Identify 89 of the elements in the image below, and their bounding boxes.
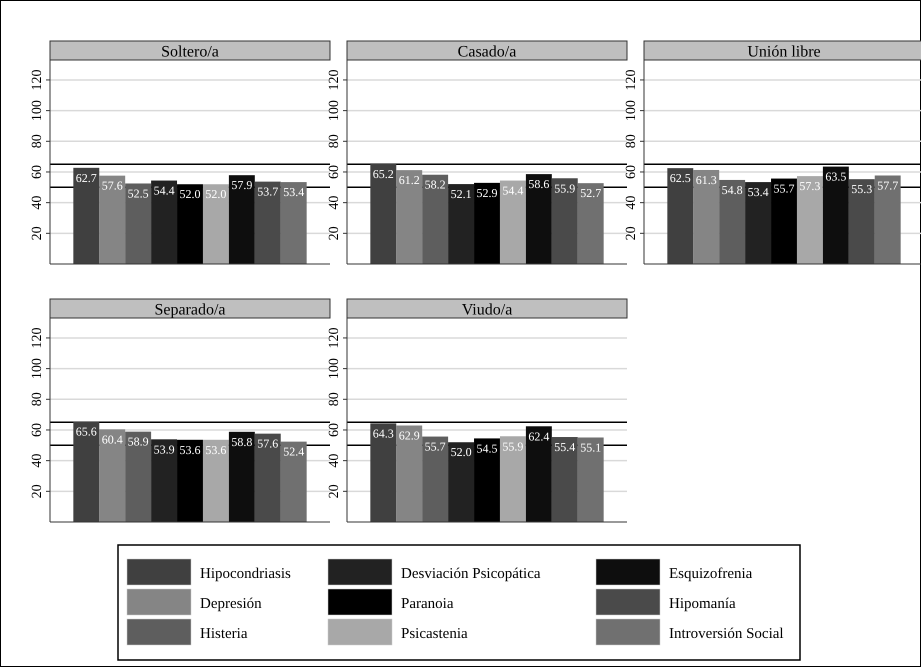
data-label: 54.8 — [722, 182, 743, 197]
data-label: 52.0 — [180, 187, 200, 202]
y-tick-label: 20 — [327, 484, 342, 498]
y-tick-label: 100 — [327, 100, 342, 122]
data-label: 62.5 — [670, 171, 691, 186]
data-label: 58.9 — [128, 434, 149, 449]
data-label: 65.2 — [372, 166, 394, 181]
data-label: 65.6 — [76, 424, 97, 438]
y-tick-label: 60 — [327, 422, 342, 437]
data-label: 53.4 — [283, 185, 304, 200]
y-tick-label: 120 — [30, 327, 45, 348]
data-label: 61.2 — [398, 173, 420, 188]
y-tick-label: 40 — [624, 196, 639, 210]
data-label: 53.7 — [257, 184, 278, 199]
y-tick-label: 20 — [30, 484, 45, 498]
data-label: 55.9 — [502, 439, 524, 454]
data-label: 63.5 — [825, 170, 846, 184]
data-label: 53.4 — [748, 185, 769, 200]
data-label: 52.9 — [476, 186, 498, 200]
y-tick-label: 120 — [624, 69, 639, 90]
data-label: 52.7 — [580, 186, 602, 200]
data-label: 52.0 — [450, 445, 472, 460]
data-label: 52.4 — [283, 444, 304, 459]
data-label: 52.1 — [450, 187, 472, 202]
y-tick-label: 80 — [327, 392, 342, 406]
y-tick-label: 40 — [30, 196, 45, 210]
data-label: 55.7 — [424, 440, 446, 454]
chart-title: Casado/a — [458, 44, 516, 60]
y-tick-label: 40 — [327, 196, 342, 210]
data-label: 52.5 — [128, 186, 149, 200]
chart-title: Viudo/a — [462, 302, 512, 318]
legend-label: Depresión — [200, 596, 262, 612]
chart-title: Separado/a — [154, 302, 226, 318]
legend-label: Introversión Social — [669, 626, 784, 642]
data-label: 53.6 — [180, 442, 200, 457]
data-label: 62.7 — [76, 170, 97, 185]
data-label: 58.2 — [424, 178, 446, 192]
y-tick-label: 80 — [624, 134, 639, 148]
y-tick-label: 100 — [30, 358, 45, 380]
y-tick-label: 120 — [327, 327, 342, 348]
data-label: 57.3 — [799, 179, 820, 194]
data-label: 57.9 — [231, 178, 252, 192]
y-tick-label: 100 — [327, 358, 342, 380]
y-tick-label: 40 — [327, 454, 342, 468]
data-label: 55.1 — [580, 440, 602, 454]
data-label: 64.3 — [372, 426, 394, 440]
legend-label: Hipocondriasis — [200, 566, 291, 582]
y-tick-label: 80 — [30, 392, 45, 406]
data-label: 58.8 — [231, 434, 252, 449]
data-label: 57.7 — [877, 178, 898, 192]
y-tick-label: 40 — [30, 454, 45, 468]
y-tick-label: 20 — [327, 226, 342, 240]
data-label: 62.4 — [528, 429, 550, 444]
data-label: 53.9 — [154, 442, 175, 456]
y-tick-label: 120 — [327, 69, 342, 90]
y-tick-label: 60 — [30, 164, 45, 179]
data-label: 57.6 — [257, 436, 278, 451]
y-tick-label: 80 — [30, 134, 45, 148]
data-label: 55.3 — [851, 182, 872, 196]
y-tick-label: 60 — [30, 422, 45, 437]
data-label: 54.4 — [154, 184, 175, 198]
data-label: 57.6 — [102, 178, 123, 193]
data-label: 58.6 — [528, 177, 550, 192]
chart-title: Soltero/a — [161, 44, 219, 60]
legend-label: Desviación Psicopática — [401, 566, 541, 582]
y-tick-label: 100 — [30, 100, 45, 122]
y-tick-label: 60 — [624, 164, 639, 179]
data-label: 61.3 — [696, 172, 717, 187]
data-label: 55.4 — [554, 440, 576, 454]
y-tick-label: 120 — [30, 69, 45, 90]
legend-label: Hipomanía — [669, 596, 736, 612]
data-label: 60.4 — [102, 432, 123, 446]
y-tick-label: 80 — [327, 134, 342, 148]
data-label: 55.9 — [554, 181, 576, 196]
data-label: 54.5 — [476, 441, 498, 456]
data-label: 62.9 — [398, 428, 420, 443]
data-label: 55.7 — [774, 182, 794, 196]
legend-label: Histeria — [200, 626, 248, 642]
chart-title: Unión libre — [747, 44, 821, 60]
data-label: 52.0 — [205, 187, 226, 202]
data-label: 54.4 — [502, 184, 524, 198]
y-tick-label: 20 — [624, 226, 639, 240]
y-tick-label: 20 — [30, 226, 45, 240]
legend-label: Paranoia — [401, 596, 454, 612]
data-label: 53.6 — [205, 442, 226, 457]
y-tick-label: 60 — [327, 164, 342, 179]
y-tick-label: 100 — [624, 100, 639, 122]
legend-label: Esquizofrenia — [669, 566, 753, 582]
legend-label: Psicastenia — [401, 626, 468, 642]
